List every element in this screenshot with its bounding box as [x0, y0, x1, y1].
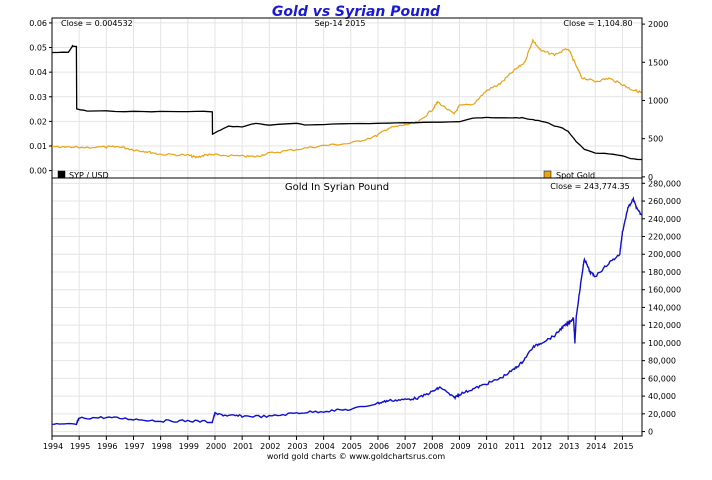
bottom-right-tick-label: 0 [648, 428, 653, 437]
x-tick-label: 2010 [477, 442, 497, 451]
x-tick-label: 2002 [260, 442, 280, 451]
bottom-right-tick-label: 140,000 [648, 303, 681, 312]
bottom-right-tick-label: 240,000 [648, 215, 681, 224]
top-left-axis: 0.00 0.01 0.02 0.03 0.04 0.05 0.06 [29, 19, 52, 176]
top-left-close-label: Close = 0.004532 [61, 19, 133, 28]
x-tick-label: 1995 [70, 442, 90, 451]
bottom-right-axis: 0 20,000 40,000 60,000 80,000 100,000 120,000 1… [642, 179, 681, 437]
x-tick-label: 2015 [613, 442, 633, 451]
gold-in-syrian-pound-line [51, 196, 643, 426]
bottom-right-tick-label: 40,000 [648, 392, 676, 401]
legend-gold-swatch [543, 170, 552, 179]
x-tick-label: 2007 [396, 442, 416, 451]
top-left-tick-label: 0.04 [29, 68, 47, 77]
x-tick-label: 1999 [179, 442, 199, 451]
x-tick-label: 2012 [532, 442, 552, 451]
x-tick-label: 2005 [342, 442, 362, 451]
x-tick-label: 2013 [559, 442, 579, 451]
bottom-panel-title: Gold In Syrian Pound [285, 182, 389, 193]
chart-title: Gold vs Syrian Pound [272, 4, 441, 20]
top-left-tick-label: 0.00 [29, 167, 47, 176]
spot-gold-line [52, 38, 642, 159]
bottom-right-tick-label: 200,000 [648, 250, 681, 259]
legend-syp-label: SYP / USD [69, 171, 109, 180]
top-left-tick-label: 0.02 [29, 117, 47, 126]
bottom-right-tick-label: 60,000 [648, 374, 676, 383]
top-right-axis: 0 500 1000 1500 2000 [642, 20, 668, 182]
top-right-tick-label: 500 [648, 135, 663, 144]
bottom-panel-grid [51, 178, 642, 436]
top-left-tick-label: 0.03 [29, 93, 47, 102]
top-panel-frame [51, 17, 643, 179]
bottom-close-label: Close = 243,774.35 [550, 182, 629, 191]
bottom-x-axis: 1994 1995 1996 1997 1998 1999 2000 2001 2002 2003… [43, 436, 634, 451]
syp-usd-line [52, 44, 642, 161]
top-right-tick-label: 0 [648, 173, 653, 182]
legend-gold-label: Spot Gold [556, 171, 595, 180]
x-tick-label: 2008 [423, 442, 443, 451]
x-tick-label: 2003 [287, 442, 307, 451]
x-tick-label: 1998 [151, 442, 171, 451]
top-right-tick-label: 1000 [648, 96, 668, 105]
bottom-right-tick-label: 80,000 [648, 357, 676, 366]
bottom-right-tick-label: 100,000 [648, 339, 681, 348]
x-tick-label: 2014 [586, 442, 606, 451]
x-tick-label: 1996 [97, 442, 117, 451]
x-tick-label: 2006 [369, 442, 389, 451]
bottom-right-tick-label: 160,000 [648, 286, 681, 295]
x-tick-label: 1994 [43, 442, 63, 451]
bottom-right-tick-label: 120,000 [648, 321, 681, 330]
x-tick-label: 2004 [314, 442, 334, 451]
legend-syp-swatch [57, 170, 66, 179]
bottom-right-tick-label: 260,000 [648, 197, 681, 206]
top-date-label: Sep-14 2015 [314, 19, 365, 28]
x-tick-label: 2011 [505, 442, 525, 451]
bottom-right-tick-label: 20,000 [648, 410, 676, 419]
x-tick-label: 2001 [233, 442, 253, 451]
top-right-tick-label: 2000 [648, 20, 668, 29]
x-tick-label: 2000 [206, 442, 226, 451]
bottom-right-tick-label: 280,000 [648, 179, 681, 188]
x-tick-label: 2009 [450, 442, 470, 451]
footer-credit: world gold charts © www.goldchartsrus.co… [267, 452, 445, 461]
x-tick-label: 1997 [124, 442, 144, 451]
bottom-right-tick-label: 180,000 [648, 268, 681, 277]
top-left-tick-label: 0.06 [29, 19, 47, 28]
top-left-tick-label: 0.05 [29, 44, 47, 53]
top-right-tick-label: 1500 [648, 58, 668, 67]
top-panel-grid [51, 18, 642, 178]
top-left-tick-label: 0.01 [29, 142, 47, 151]
bottom-right-tick-label: 220,000 [648, 233, 681, 242]
top-right-close-label: Close = 1,104.80 [563, 19, 632, 28]
